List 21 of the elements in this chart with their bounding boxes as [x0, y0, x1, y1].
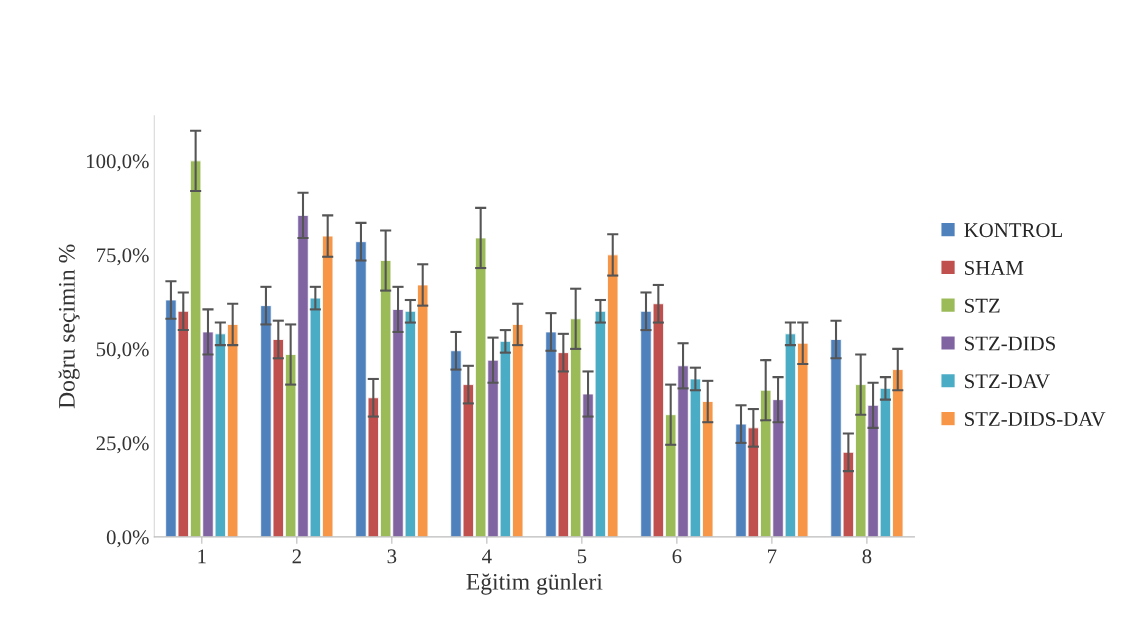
x-tick-label: 2: [292, 549, 301, 564]
y-tick-label: 75,0%: [97, 248, 149, 266]
x-tick-label: 3: [387, 549, 397, 564]
y-tick-label: 50,0%: [96, 342, 149, 360]
x-tick-label: 7: [768, 549, 777, 564]
x-axis-title: Eğitim günleri: [466, 573, 603, 595]
legend-label: KONTROL: [964, 223, 1062, 238]
legend-label: STZ-DAV: [965, 374, 1050, 389]
x-tick-label: 5: [577, 549, 587, 564]
legend-label: STZ: [965, 298, 1000, 313]
x-tick-label: 1: [198, 549, 206, 564]
legend-label: STZ-DIDS-DAV: [965, 412, 1106, 427]
y-tick-label: 25,0%: [96, 436, 149, 454]
y-axis-title: Doğru seçimin %: [58, 244, 80, 409]
legend-label: STZ-DIDS: [965, 336, 1055, 351]
y-tick-label: 100,0%: [87, 154, 149, 172]
x-tick-label: 8: [862, 549, 872, 564]
legend-label: SHAM: [965, 260, 1024, 275]
y-tick-label: 0,0%: [106, 530, 149, 548]
x-tick-label: 4: [482, 549, 492, 564]
x-tick-label: 6: [672, 549, 682, 564]
